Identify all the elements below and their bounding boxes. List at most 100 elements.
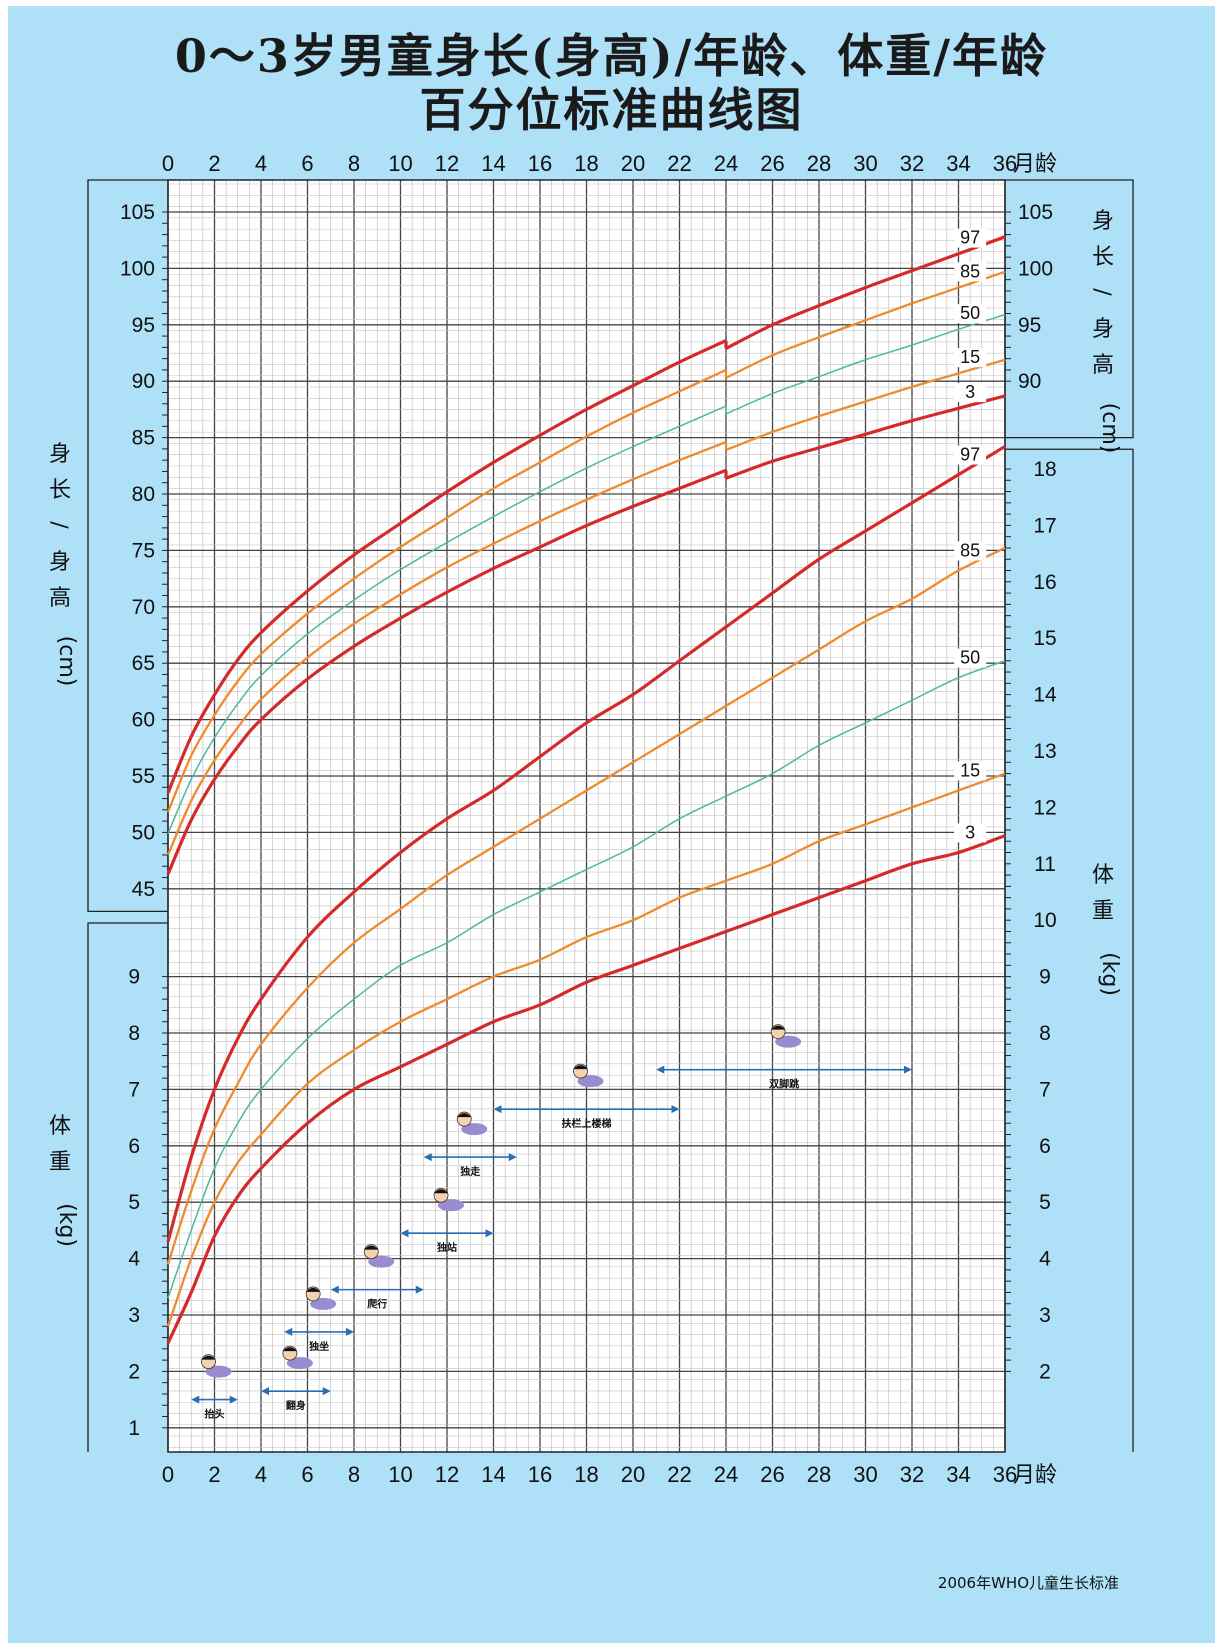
x-tick-label-top: 12 — [435, 151, 459, 176]
source-note: 2006年WHO儿童生长标准 — [937, 1574, 1119, 1592]
length-pct-label-bg — [954, 304, 987, 324]
x-tick-label-bottom: 6 — [301, 1462, 313, 1487]
child-body — [286, 1357, 313, 1370]
length-left-tick-label: 50 — [132, 821, 155, 844]
x-tick-label-bottom: 32 — [900, 1462, 924, 1487]
weight-pct-label-p50: 50 — [960, 648, 980, 668]
weight-curve-p50 — [167, 660, 1006, 1299]
child-figure-icon — [573, 1063, 604, 1088]
weight-left-tick-label: 4 — [128, 1248, 140, 1271]
milestone-2: 翻身 — [261, 1345, 331, 1412]
milestone-4: 爬行 — [330, 1244, 424, 1311]
child-body — [577, 1075, 604, 1088]
length-curve-p3 — [166, 468, 727, 875]
left-weight-bracket — [87, 922, 168, 1452]
axis-title-part: (kg) — [1097, 952, 1122, 996]
x-tick-label-bottom: 24 — [714, 1462, 738, 1487]
milestone-arrow-head-right — [904, 1065, 912, 1074]
x-tick-label-bottom: 36 — [993, 1462, 1017, 1487]
milestone-label: 爬行 — [366, 1298, 387, 1311]
plot-border — [167, 179, 1006, 1453]
length-curve-p97 — [166, 339, 727, 794]
milestone-arrow-head-left — [493, 1105, 502, 1114]
child-figure-icon — [305, 1286, 337, 1310]
weight-pct-label-bg — [954, 823, 987, 843]
axis-title-part: 身 — [1092, 317, 1114, 342]
length-curve-p50-after24 — [725, 313, 1006, 415]
length-axis-title-right: 身长/身高(cm) — [1089, 209, 1122, 453]
length-left-tick-label: 80 — [132, 483, 155, 506]
x-tick-label-bottom: 34 — [946, 1462, 970, 1487]
weight-curve-p97 — [166, 445, 1006, 1243]
weight-pct-label-p85: 85 — [960, 540, 980, 560]
weight-right-tick-label: 17 — [1033, 514, 1056, 537]
milestone-arrow-head-right — [508, 1153, 517, 1162]
length-left-tick-label: 65 — [132, 652, 155, 675]
x-tick-label-top: 26 — [760, 151, 784, 176]
x-tick-label-bottom: 4 — [255, 1462, 267, 1487]
x-tick-label-top: 14 — [481, 151, 505, 176]
x-tick-label-top: 30 — [853, 151, 877, 176]
x-tick-label-top: 32 — [900, 151, 924, 176]
weight-curve-p85 — [166, 546, 1006, 1265]
right-weight-bracket — [1005, 448, 1134, 1452]
chart-title-line1: 0～3岁男童身长(身高)/年龄、体重/年龄 — [174, 29, 1049, 83]
axis-title-part: 重 — [1092, 899, 1114, 924]
chart-frame — [87, 179, 1134, 1452]
weight-right-tick-label: 8 — [1039, 1022, 1051, 1045]
weight-left-tick-label: 3 — [128, 1304, 140, 1327]
length-left-tick-label: 75 — [132, 539, 155, 562]
child-hair — [282, 1347, 297, 1352]
weight-right-tick-label: 16 — [1033, 571, 1056, 594]
length-pct-label-bg — [954, 228, 987, 248]
x-tick-label-top: 22 — [667, 151, 691, 176]
weight-right-tick-label: 10 — [1033, 909, 1056, 932]
x-tick-label-top: 4 — [255, 151, 267, 176]
axis-title-part: 重 — [49, 1150, 71, 1175]
length-right-tick-label: 90 — [1018, 370, 1041, 393]
x-tick-label-top: 16 — [528, 151, 552, 176]
x-unit-label-bottom: 月龄 — [1013, 1462, 1057, 1487]
weight-pct-label-bg — [954, 648, 987, 668]
weight-pct-label-bg — [954, 761, 987, 781]
axis-title-part: 高 — [1092, 353, 1114, 378]
child-body — [205, 1365, 232, 1378]
child-figure-icon — [770, 1024, 802, 1048]
x-tick-label-top: 6 — [301, 151, 313, 176]
milestone-label: 独站 — [437, 1241, 457, 1254]
axis-title-part: (cm) — [54, 636, 79, 687]
length-left-tick-label: 45 — [132, 878, 155, 901]
milestone-label: 翻身 — [286, 1399, 306, 1412]
child-body — [310, 1297, 337, 1310]
child-hair — [434, 1189, 448, 1194]
axis-title-part: 体 — [49, 1114, 71, 1139]
milestone-arrow-head-left — [330, 1285, 339, 1294]
chart-labels: 0022446688101012121414161618182020222224… — [46, 151, 1122, 1487]
length-axis-title-left: 身长/身高(cm) — [46, 442, 79, 686]
axis-title-part: 长 — [1092, 245, 1114, 270]
weight-left-tick-label: 5 — [128, 1191, 140, 1214]
x-tick-label-bottom: 0 — [162, 1462, 174, 1487]
x-tick-label-top: 28 — [807, 151, 831, 176]
x-tick-label-bottom: 2 — [208, 1462, 220, 1487]
weight-right-tick-label: 3 — [1039, 1304, 1051, 1327]
length-left-tick-label: 95 — [132, 314, 155, 337]
x-tick-label-bottom: 8 — [348, 1462, 360, 1487]
x-tick-label-bottom: 18 — [574, 1462, 598, 1487]
length-curve-p15 — [166, 441, 727, 856]
weight-right-tick-label: 15 — [1033, 627, 1056, 650]
weight-left-tick-label: 1 — [128, 1417, 140, 1440]
length-pct-label-bg — [954, 348, 987, 368]
length-pct-label-p97: 97 — [960, 228, 980, 248]
weight-right-tick-label: 18 — [1033, 458, 1056, 481]
length-curve-p3-after24 — [725, 394, 1006, 480]
axis-title-part: 身 — [49, 442, 71, 467]
weight-right-tick-label: 7 — [1039, 1078, 1051, 1101]
milestone-arrow-head-right — [415, 1285, 424, 1294]
weight-left-tick-label: 6 — [128, 1135, 140, 1158]
weight-left-tick-label: 8 — [128, 1022, 140, 1045]
length-left-tick-label: 70 — [132, 596, 155, 619]
child-hair — [457, 1113, 472, 1118]
weight-left-tick-label: 9 — [128, 966, 140, 989]
weight-axis-title-right: 体重 (kg) — [1092, 863, 1122, 996]
